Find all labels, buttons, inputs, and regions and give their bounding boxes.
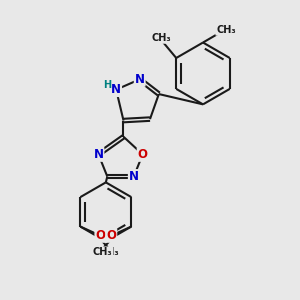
Text: N: N	[111, 83, 121, 96]
Text: N: N	[135, 73, 145, 86]
Text: O: O	[138, 148, 148, 161]
Text: CH₃: CH₃	[152, 33, 171, 43]
Text: CH₃: CH₃	[93, 248, 112, 257]
Text: N: N	[129, 170, 139, 183]
Text: CH₃: CH₃	[216, 25, 236, 35]
Text: O: O	[95, 229, 105, 242]
Text: H: H	[103, 80, 111, 90]
Text: N: N	[94, 148, 103, 161]
Text: CH₃: CH₃	[99, 248, 119, 257]
Text: O: O	[106, 229, 116, 242]
